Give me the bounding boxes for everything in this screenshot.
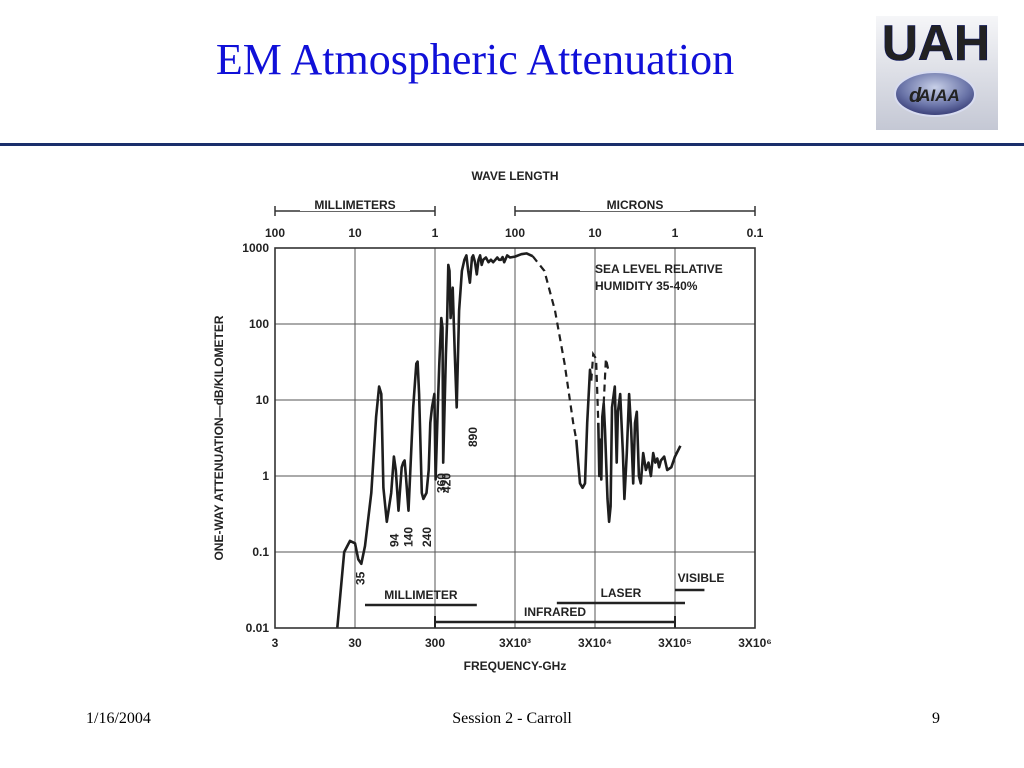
top-tick-label: 1 [432,226,439,240]
x-tick-label: 300 [425,636,445,650]
wavelength-range-label: MICRONS [607,198,664,212]
y-tick-label: 0.1 [252,545,269,559]
y-tick-label: 1000 [242,241,269,255]
spectrum-band-label: VISIBLE [678,571,725,585]
humidity-note-line-1: SEA LEVEL RELATIVE [595,262,723,276]
x-tick-label: 3X10³ [499,636,531,650]
window-frequency-label: 35 [353,571,367,585]
x-tick-label: 30 [348,636,362,650]
x-tick-label: 3X10⁶ [738,636,772,650]
x-tick-label: 3 [272,636,279,650]
attenuation-curve [597,385,682,524]
window-frequency-label: 240 [420,527,434,547]
window-frequency-label: 360 [434,473,448,493]
aiaa-badge-prefix: d [909,85,922,107]
footer-date: 1/16/2004 [86,710,151,727]
spectrum-band-label: LASER [601,586,642,600]
y-axis-title: ONE-WAY ATTENUATION—dB/KILOMETER [212,315,226,560]
window-frequency-label: 94 [388,533,402,547]
top-tick-label: 1 [672,226,679,240]
top-tick-label: 0.1 [747,226,764,240]
top-tick-label: 10 [588,226,602,240]
logo-text: UAH [882,16,990,71]
window-frequency-label: 420 [440,473,454,493]
attenuation-curve-dashed [590,350,600,423]
slide-title: EM Atmospheric Attenuation [215,35,735,84]
spectrum-band-label: MILLIMETER [384,588,458,602]
x-tick-label: 3X10⁵ [658,636,692,650]
top-tick-label: 10 [348,226,362,240]
attenuation-curve [336,252,534,629]
attenuation-curve [575,368,593,490]
plot-frame [274,247,756,629]
top-tick-label: 100 [265,226,285,240]
x-tick-label: 3X10⁴ [578,636,612,650]
attenuation-chart: WAVE LENGTH 100 10 1 100 10 1 0.1 MILLIMETERS MI… [175,155,825,700]
footer-session: Session 2 - Carroll [452,710,572,727]
wavelength-range-label-bg [300,199,410,211]
top-tick-label: 100 [505,226,525,240]
uah-aiaa-logo: UAH d AIAA [848,15,998,130]
y-tick-label: 10 [256,393,270,407]
humidity-note-line-2: HUMIDITY 35-40% [595,279,698,293]
attenuation-curve-dashed [602,358,610,404]
window-frequency-label: 140 [402,527,416,547]
spectrum-band-label: INFRARED [524,605,586,619]
x-axis-title: FREQUENCY-GHz [464,659,567,673]
wavelength-range-label: MILLIMETERS [314,198,395,212]
wavelength-range-label-bg [580,199,690,211]
aiaa-badge [894,71,976,117]
aiaa-badge-text: AIAA [917,86,960,105]
title-divider [0,143,1024,146]
attenuation-curve-dashed [531,255,578,440]
y-tick-label: 100 [249,317,269,331]
top-axis-title: WAVE LENGTH [471,169,558,183]
y-tick-label: 0.01 [246,621,270,635]
footer-page-number: 9 [932,710,940,727]
y-tick-label: 1 [262,469,269,483]
window-frequency-label: 890 [466,427,480,447]
